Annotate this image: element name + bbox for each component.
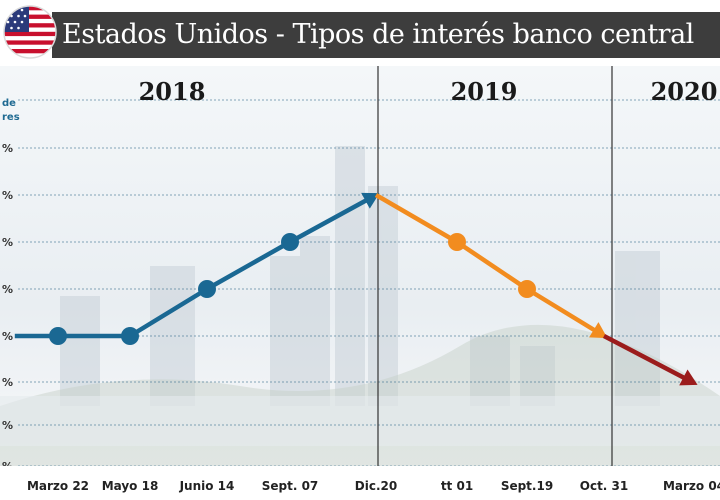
- x-tick-label: Marzo 22: [27, 479, 89, 493]
- x-tick-label: Dic.20: [355, 479, 397, 493]
- y-axis-label-line-1: de: [2, 98, 16, 109]
- rate-markers: [49, 233, 536, 345]
- y-tick-label: %: [2, 283, 13, 296]
- background-city-image: [0, 66, 720, 466]
- x-tick-label: Junio 14: [179, 479, 235, 493]
- data-point: [281, 233, 299, 251]
- series-line: [374, 193, 606, 338]
- y-tick-label: %: [2, 189, 13, 202]
- y-tick-label: %: [2, 419, 13, 432]
- data-point: [121, 327, 139, 345]
- y-axis-label-line-2: res: [2, 112, 20, 123]
- series-arrow-head: [589, 322, 608, 339]
- y-tick-label: %: [2, 330, 13, 343]
- us-flag-icon: [3, 5, 57, 59]
- y-tick-label: %: [2, 376, 13, 389]
- title-bar: [52, 12, 720, 58]
- series-arrow-head: [679, 369, 698, 386]
- chart-header: Estados Unidos - Tipos de interés banco …: [0, 0, 720, 66]
- year-label: 2018: [139, 77, 206, 106]
- data-point: [448, 233, 466, 251]
- chart-title: Estados Unidos - Tipos de interés banco …: [62, 19, 694, 50]
- x-tick-label: Sept. 07: [262, 479, 319, 493]
- data-point: [198, 280, 216, 298]
- series-arrow-head: [361, 192, 380, 209]
- x-tick-label: Marzo 04: [663, 479, 720, 493]
- year-labels: 2018 2019 2020: [139, 77, 718, 106]
- year-label: 2020: [651, 77, 718, 106]
- year-dividers: [377, 66, 613, 500]
- year-label: 2019: [451, 77, 518, 106]
- data-point: [518, 280, 536, 298]
- data-point: [49, 327, 67, 345]
- x-axis-ticks: Marzo 22 Mayo 18 Junio 14 Sept. 07 Dic.20 tt …: [27, 479, 720, 493]
- series-line: [602, 334, 696, 385]
- x-axis-band: [0, 466, 720, 500]
- x-tick-label: Sept.19: [501, 479, 553, 493]
- y-tick-label: %: [2, 142, 13, 155]
- x-tick-label: tt 01: [441, 479, 473, 493]
- y-tick-label: %: [2, 236, 13, 249]
- x-tick-label: Mayo 18: [102, 479, 159, 493]
- x-tick-label: Oct. 31: [580, 479, 629, 493]
